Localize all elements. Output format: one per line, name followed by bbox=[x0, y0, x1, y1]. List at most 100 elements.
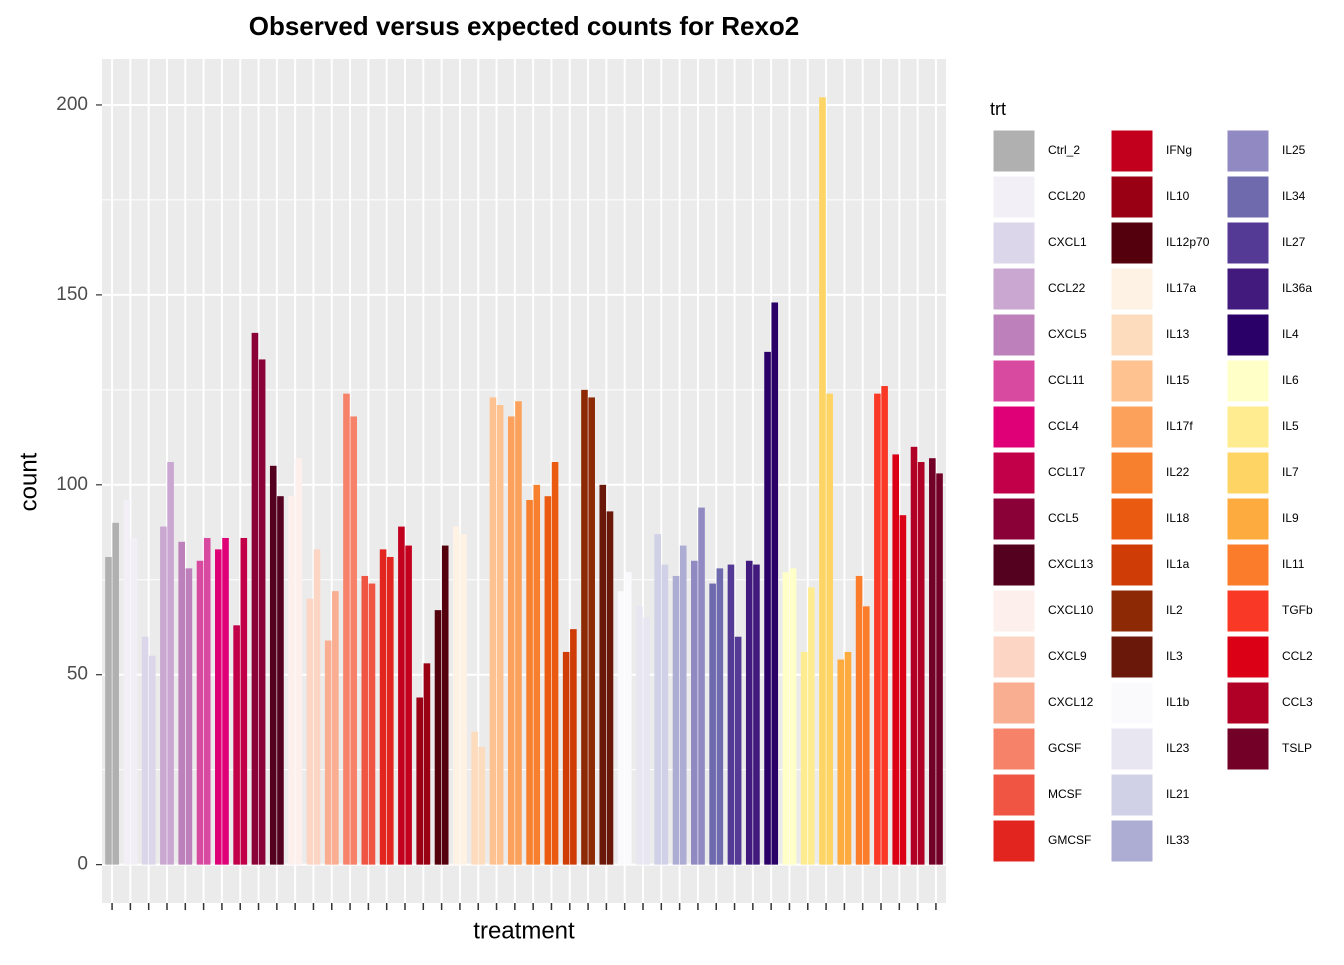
bar bbox=[855, 575, 863, 865]
bar bbox=[636, 606, 643, 865]
legend-key bbox=[1226, 681, 1270, 725]
bar bbox=[434, 610, 442, 865]
legend-label: CXCL1 bbox=[1048, 235, 1087, 249]
legend-key bbox=[1110, 313, 1154, 357]
legend-key bbox=[1110, 543, 1154, 587]
bar bbox=[350, 416, 357, 865]
legend-label: IL23 bbox=[1166, 741, 1190, 755]
legend-key bbox=[1110, 773, 1154, 817]
legend-label: IL4 bbox=[1282, 327, 1299, 341]
bar bbox=[269, 465, 277, 865]
legend-key bbox=[1226, 451, 1270, 495]
bar bbox=[551, 462, 559, 865]
legend-key bbox=[1226, 313, 1270, 357]
bar bbox=[496, 405, 504, 865]
bar bbox=[423, 663, 431, 865]
bar bbox=[160, 526, 167, 865]
bar bbox=[361, 575, 369, 865]
legend-key bbox=[1226, 543, 1270, 587]
bar bbox=[643, 617, 650, 865]
bar bbox=[105, 556, 112, 865]
bar bbox=[453, 526, 460, 865]
y-tick-label: 50 bbox=[67, 664, 88, 685]
bar bbox=[379, 549, 387, 865]
legend-label: IL1a bbox=[1166, 557, 1190, 571]
legend-key bbox=[1110, 267, 1154, 311]
legend-label: IFNg bbox=[1166, 143, 1192, 157]
legend-key bbox=[1226, 221, 1270, 265]
legend-label: CCL22 bbox=[1048, 281, 1086, 295]
bar bbox=[606, 511, 614, 865]
legend-label: IL7 bbox=[1282, 465, 1299, 479]
y-axis-label: count bbox=[15, 452, 42, 511]
bar bbox=[167, 462, 174, 865]
legend-label: IL27 bbox=[1282, 235, 1306, 249]
legend-label: IL17a bbox=[1166, 281, 1196, 295]
bar bbox=[581, 389, 588, 865]
legend-key bbox=[992, 129, 1036, 173]
legend-key bbox=[1110, 175, 1154, 219]
legend-key bbox=[1110, 589, 1154, 633]
legend-label: IL9 bbox=[1282, 511, 1299, 525]
legend-key bbox=[1110, 681, 1154, 725]
legend-key bbox=[992, 497, 1036, 541]
bar bbox=[489, 397, 497, 865]
bar bbox=[808, 587, 815, 865]
bar bbox=[533, 484, 541, 865]
bar bbox=[368, 583, 376, 865]
legend-key bbox=[1110, 221, 1154, 265]
legend-label: IL33 bbox=[1166, 833, 1190, 847]
legend-key bbox=[1226, 497, 1270, 541]
legend-label: CXCL5 bbox=[1048, 327, 1087, 341]
legend-key bbox=[1226, 635, 1270, 679]
legend-label: IL15 bbox=[1166, 373, 1190, 387]
bar bbox=[892, 454, 900, 865]
legend-label: CCL5 bbox=[1048, 511, 1079, 525]
bar bbox=[745, 560, 753, 865]
chart-title: Observed versus expected counts for Rexo… bbox=[249, 11, 800, 41]
legend-key bbox=[992, 451, 1036, 495]
legend-label: CXCL9 bbox=[1048, 649, 1087, 663]
bar bbox=[588, 397, 595, 865]
legend-label: IL12p70 bbox=[1166, 235, 1210, 249]
bar bbox=[185, 568, 193, 865]
bar bbox=[277, 496, 284, 865]
legend-label: IL1b bbox=[1166, 695, 1190, 709]
bar bbox=[306, 598, 314, 865]
bar bbox=[386, 556, 394, 865]
bar bbox=[661, 564, 669, 865]
bar bbox=[764, 351, 771, 865]
bar bbox=[899, 515, 907, 865]
bar bbox=[716, 568, 724, 865]
bar bbox=[929, 458, 936, 865]
y-tick-label: 100 bbox=[56, 474, 88, 495]
bar bbox=[460, 534, 467, 865]
bar bbox=[881, 386, 888, 865]
bar bbox=[837, 659, 845, 865]
bar bbox=[324, 640, 332, 865]
bar bbox=[819, 97, 826, 865]
legend-label: CXCL13 bbox=[1048, 557, 1094, 571]
bar bbox=[295, 458, 303, 865]
x-axis-label: treatment bbox=[473, 917, 575, 944]
legend-label: IL3 bbox=[1166, 649, 1183, 663]
bar bbox=[753, 564, 760, 865]
bar bbox=[130, 537, 138, 865]
legend-key bbox=[992, 359, 1036, 403]
legend-label: TGFb bbox=[1282, 603, 1313, 617]
legend-key bbox=[992, 819, 1036, 863]
legend-key bbox=[992, 543, 1036, 587]
bar bbox=[910, 446, 918, 865]
bar bbox=[544, 496, 552, 865]
legend-label: CCL2 bbox=[1282, 649, 1313, 663]
legend-label: CCL17 bbox=[1048, 465, 1086, 479]
bar bbox=[313, 549, 321, 865]
bar bbox=[936, 473, 943, 865]
bar bbox=[178, 541, 186, 865]
legend-key bbox=[992, 773, 1036, 817]
legend-key bbox=[1226, 129, 1270, 173]
bar bbox=[196, 560, 204, 865]
legend-key bbox=[992, 405, 1036, 449]
legend-key bbox=[1110, 635, 1154, 679]
bar bbox=[844, 651, 852, 865]
